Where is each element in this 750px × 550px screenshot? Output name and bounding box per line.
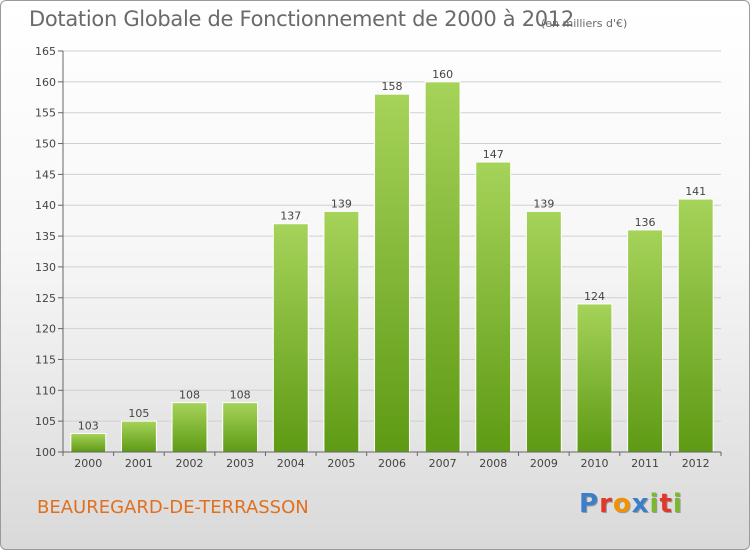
bar-value-label: 105 [128, 407, 149, 420]
logo-letter: r [599, 489, 613, 519]
x-tick-label: 2012 [682, 457, 710, 470]
x-tick-label: 2010 [580, 457, 608, 470]
y-tick-label: 110 [35, 384, 56, 397]
bar [323, 210, 360, 453]
bar [627, 229, 664, 453]
y-tick-label: 160 [35, 76, 56, 89]
x-tick-label: 2007 [429, 457, 457, 470]
logo-letter: o [612, 489, 632, 519]
bar-value-label: 139 [533, 197, 554, 210]
x-tick-label: 2006 [378, 457, 406, 470]
bar-value-label: 160 [432, 68, 453, 81]
x-tick-label: 2001 [125, 457, 153, 470]
bar [272, 223, 309, 453]
bar-value-label: 108 [179, 389, 200, 402]
y-tick-label: 100 [35, 446, 56, 459]
logo-letter: P [579, 489, 600, 519]
bar [222, 402, 259, 453]
bar-value-label: 139 [331, 197, 352, 210]
y-tick-label: 105 [35, 415, 56, 428]
x-tick-label: 2003 [226, 457, 254, 470]
bar-value-label: 158 [382, 80, 403, 93]
logo-letter: i [649, 489, 660, 519]
x-tick-label: 2011 [631, 457, 659, 470]
commune-name: BEAUREGARD-DE-TERRASSON [37, 497, 309, 518]
y-tick-label: 140 [35, 199, 56, 212]
bar-value-label: 141 [685, 185, 706, 198]
bar-value-label: 108 [230, 389, 251, 402]
bar [576, 303, 613, 453]
x-tick-label: 2004 [277, 457, 305, 470]
y-tick-label: 125 [35, 292, 56, 305]
x-tick-label: 2009 [530, 457, 558, 470]
chart-title: Dotation Globale de Fonctionnement de 20… [29, 7, 574, 31]
logo-letter: x [631, 489, 650, 519]
bar [475, 161, 512, 453]
logo-letter: t [659, 489, 673, 519]
axes: 1001051101151201251301351401451501551601… [35, 45, 722, 470]
x-tick-label: 2005 [327, 457, 355, 470]
x-tick-label: 2008 [479, 457, 507, 470]
x-tick-label: 2000 [74, 457, 102, 470]
bar [677, 198, 714, 453]
bar [120, 420, 157, 453]
bar-value-label: 147 [483, 148, 504, 161]
proxiti-logo: Proxiti [579, 489, 683, 519]
y-tick-label: 150 [35, 138, 56, 151]
bar-value-label: 124 [584, 290, 605, 303]
y-tick-label: 165 [35, 45, 56, 58]
bar [424, 81, 461, 453]
chart-unit: (en milliers d'€) [541, 17, 628, 30]
bar-value-label: 103 [78, 419, 99, 432]
y-tick-label: 155 [35, 107, 56, 120]
y-tick-label: 135 [35, 230, 56, 243]
bar [70, 432, 107, 453]
y-tick-label: 145 [35, 168, 56, 181]
bars: 103 105 108 108 137 139 158 160 147 139 124 136 141 [70, 68, 714, 453]
x-tick-label: 2002 [176, 457, 204, 470]
logo-letter: i [672, 489, 683, 519]
y-tick-label: 130 [35, 261, 56, 274]
bar-value-label: 137 [280, 210, 301, 223]
bar [171, 402, 208, 453]
bar [374, 93, 410, 453]
bar [525, 210, 562, 453]
y-tick-label: 115 [35, 353, 56, 366]
bar-value-label: 136 [635, 216, 656, 229]
y-tick-label: 120 [35, 323, 56, 336]
